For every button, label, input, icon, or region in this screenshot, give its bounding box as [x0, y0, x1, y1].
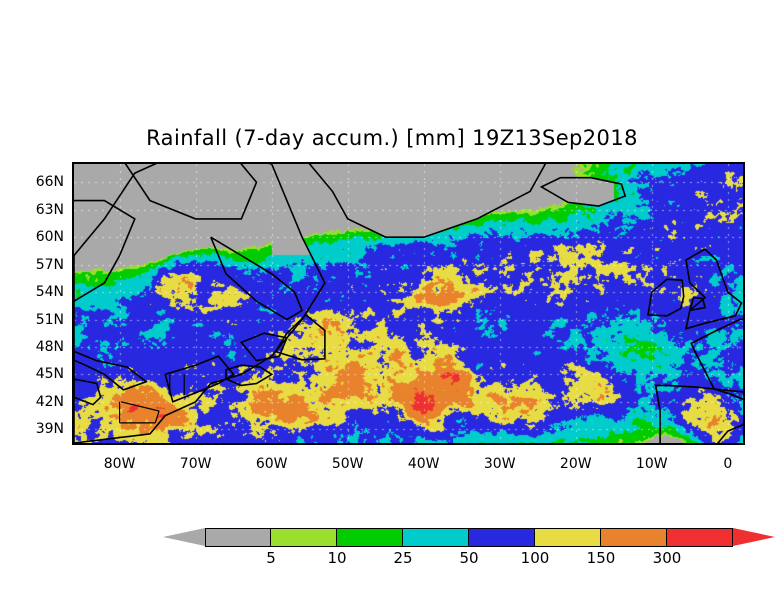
y-axis-label: 51N	[35, 311, 64, 328]
y-axis-label: 57N	[35, 256, 64, 273]
x-axis-label: 40W	[407, 456, 440, 472]
state-border-path	[154, 410, 160, 424]
x-axis-label: 30W	[483, 456, 516, 472]
coastline-path	[239, 332, 289, 362]
colorbar-segment	[271, 528, 337, 547]
y-axis-label: 39N	[35, 421, 64, 438]
state-border-path	[120, 401, 160, 412]
coastline-path	[210, 236, 304, 321]
colorbar-segment	[667, 528, 733, 547]
colorbar-segment	[535, 528, 601, 547]
coastline-path	[539, 176, 627, 207]
y-axis-tick	[72, 265, 74, 267]
x-axis-label: 10W	[635, 456, 668, 472]
x-axis-tick	[576, 443, 578, 445]
coastline-path	[74, 350, 148, 391]
colorbar-segment	[205, 528, 271, 547]
y-axis-label: 42N	[35, 393, 64, 410]
coastline-path	[647, 278, 685, 317]
coastline-path	[124, 164, 258, 220]
x-axis-tick	[424, 443, 426, 445]
coastline-path	[74, 164, 326, 443]
y-axis-label: 54N	[35, 284, 64, 301]
colorbar-right-cap	[733, 528, 775, 546]
y-axis-tick	[72, 429, 74, 431]
coastline-path	[74, 199, 136, 303]
colorbar-tick-label: 100	[520, 549, 550, 567]
y-axis-tick	[72, 237, 74, 239]
y-axis-label: 48N	[35, 338, 64, 355]
x-axis-label: 50W	[331, 456, 364, 472]
y-axis-tick	[72, 347, 74, 349]
coastline-path	[689, 296, 706, 312]
x-axis-tick	[272, 443, 274, 445]
y-axis-tick	[72, 292, 74, 294]
coastline-path	[225, 364, 274, 387]
x-axis-label: 0	[723, 456, 733, 472]
y-axis-tick	[72, 182, 74, 184]
colorbar-tick-label: 5	[266, 549, 276, 567]
coastline-overlay	[74, 164, 743, 443]
colorbar-segment	[469, 528, 535, 547]
x-axis-tick	[120, 443, 122, 445]
y-axis-tick	[72, 402, 74, 404]
coastline-path	[684, 248, 743, 330]
x-axis-tick	[196, 443, 198, 445]
coastline-path	[690, 318, 743, 393]
colorbar-segments	[205, 528, 733, 547]
page-title: Rainfall (7-day accum.) [mm] 19Z13Sep201…	[146, 126, 638, 150]
x-axis-label: 70W	[179, 456, 212, 472]
y-axis-tick	[72, 210, 74, 212]
y-axis-label: 60N	[35, 229, 64, 246]
x-axis-label: 80W	[103, 456, 136, 472]
y-axis-tick	[72, 320, 74, 322]
y-axis-label: 66N	[35, 174, 64, 191]
colorbar-tick-label: 300	[652, 549, 682, 567]
colorbar-tick-label: 25	[393, 549, 413, 567]
x-axis-label: 20W	[559, 456, 592, 472]
y-axis-label: 63N	[35, 201, 64, 218]
colorbar-tick-label: 10	[327, 549, 347, 567]
coastline-path	[654, 384, 743, 443]
coastline-path	[308, 164, 547, 238]
x-axis-tick	[728, 443, 730, 445]
x-axis-tick	[348, 443, 350, 445]
colorbar-segment	[403, 528, 469, 547]
x-axis-tick	[652, 443, 654, 445]
colorbar-tick-label: 150	[586, 549, 616, 567]
colorbar-segment	[337, 528, 403, 547]
x-axis-tick	[500, 443, 502, 445]
coastline-path	[274, 313, 326, 361]
x-axis-label: 60W	[255, 456, 288, 472]
colorbar-tick-label: 50	[459, 549, 479, 567]
colorbar-left-cap	[163, 528, 205, 546]
colorbar-segment	[601, 528, 667, 547]
map-plot-area	[72, 162, 745, 445]
coastline-path	[74, 378, 102, 406]
y-axis-tick	[72, 374, 74, 376]
y-axis-label: 45N	[35, 366, 64, 383]
